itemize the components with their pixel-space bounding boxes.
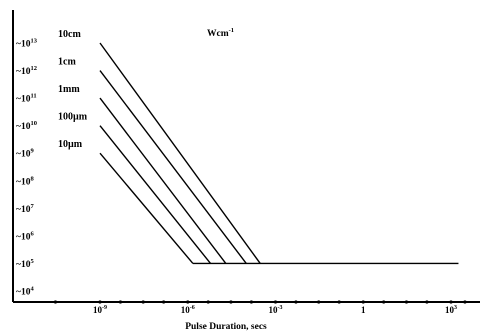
- y-tick-label: ~1010: [16, 120, 37, 132]
- series-line: [99, 125, 212, 264]
- baseline-dot: [162, 300, 166, 304]
- baseline-dot: [186, 300, 190, 304]
- axes: [12, 10, 480, 303]
- y-tick-label: ~108: [16, 175, 34, 187]
- x-tick-label: 10-9: [93, 305, 107, 315]
- y-tick-label: ~109: [16, 148, 34, 160]
- baseline-dot: [273, 300, 278, 304]
- baseline-dot: [53, 300, 58, 304]
- baseline-dot: [294, 300, 298, 304]
- series-labels: 10cm 1cm 1mm 100µm 10µm: [58, 29, 88, 150]
- series-label: 100µm: [58, 112, 88, 123]
- baseline-dot: [449, 300, 453, 304]
- x-tick-label: 10-3: [269, 305, 283, 315]
- series-label: 10cm: [58, 29, 81, 40]
- baseline-dot: [361, 300, 365, 304]
- baseline-dot: [382, 300, 386, 304]
- y-tick-label: ~1013: [16, 38, 38, 50]
- unit-label-exponent: -1: [229, 27, 234, 34]
- baseline-dot: [404, 300, 409, 304]
- baseline-dot: [463, 300, 467, 304]
- y-tick-label: ~1011: [16, 93, 37, 105]
- series-line: [99, 97, 227, 264]
- series-lines: [99, 42, 261, 264]
- baseline-dot: [317, 300, 321, 304]
- baseline-dot: [229, 300, 233, 304]
- series-line: [99, 70, 247, 264]
- baseline-dot: [337, 300, 341, 304]
- series-line: [99, 152, 194, 264]
- y-tick-labels: ~1013 ~1012 ~1011 ~1010 ~109 ~108 ~107 ~106 ~105…: [16, 38, 38, 298]
- x-tick-labels: 10-9 10-6 10-3 1 103: [93, 305, 457, 315]
- unit-label: Wcm-1: [207, 27, 234, 39]
- baseline-dot: [206, 300, 210, 304]
- baseline-dot: [249, 300, 254, 304]
- series-label: 1cm: [58, 57, 76, 68]
- unit-label-base: Wcm: [207, 29, 229, 39]
- baseline-dot: [118, 300, 123, 304]
- x-tick-label: 10-6: [181, 305, 195, 315]
- y-tick-label: ~104: [16, 286, 34, 298]
- baseline-dot: [98, 300, 102, 304]
- baseline-dot: [141, 300, 145, 304]
- y-tick-label: ~106: [16, 230, 34, 242]
- series-label: 10µm: [58, 139, 83, 150]
- series-line: [99, 42, 261, 264]
- series-label: 1mm: [58, 84, 80, 95]
- y-tick-label: ~1012: [16, 65, 37, 77]
- x-axis-title: Pulse Duration, secs: [185, 322, 267, 332]
- baseline-dot-row: [53, 300, 467, 304]
- y-tick-label: ~105: [16, 258, 34, 270]
- baseline-dot: [425, 300, 429, 304]
- y-tick-label: ~107: [16, 203, 34, 215]
- x-tick-label: 1: [361, 305, 366, 315]
- x-tick-label: 103: [445, 305, 457, 315]
